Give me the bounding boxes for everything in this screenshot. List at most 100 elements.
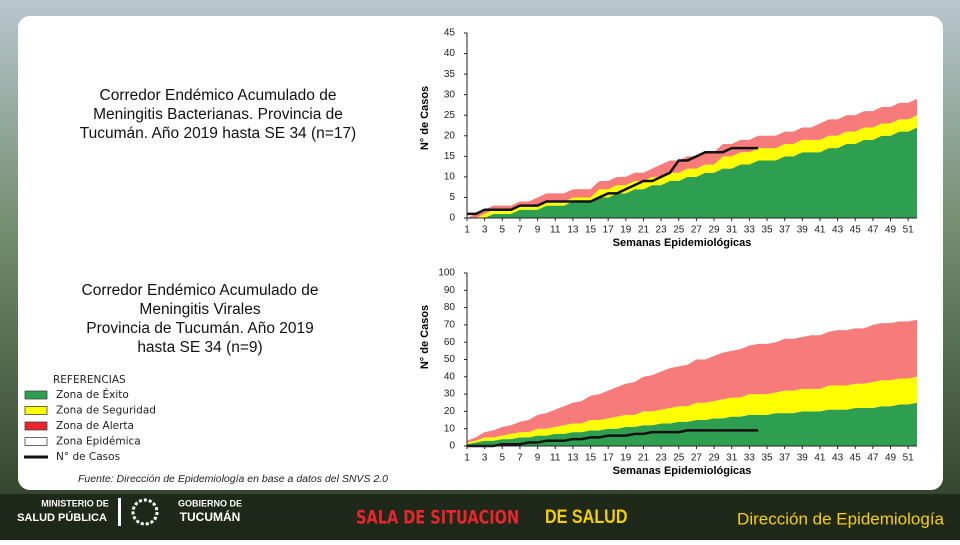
x-tick-label: 3	[482, 453, 488, 464]
x-tick-label: 37	[779, 453, 791, 464]
x-tick-label: 3	[482, 225, 488, 236]
x-tick-label: 7	[517, 453, 523, 464]
legend-label: Zona de Éxito	[56, 388, 129, 401]
y-tick-label: 10	[444, 172, 456, 183]
x-tick-label: 39	[797, 453, 809, 464]
y-tick-label: 60	[444, 337, 456, 348]
y-tick-label: 40	[444, 48, 456, 59]
x-tick-label: 31	[726, 453, 738, 464]
y-tick-label: 0	[449, 441, 455, 452]
y-tick-label: 100	[438, 268, 455, 279]
x-tick-label: 11	[550, 453, 561, 464]
footer-bar	[0, 494, 960, 540]
x-tick-label: 19	[620, 453, 632, 464]
y-tick-label: 40	[444, 371, 456, 382]
x-tick-label: 33	[744, 225, 756, 236]
x-tick-label: 13	[567, 225, 579, 236]
legend-swatch	[24, 406, 48, 415]
x-tick-label: 9	[535, 225, 541, 236]
x-tick-label: 1	[464, 453, 470, 464]
source: Fuente: Dirección de Epidemiología en ba…	[78, 473, 388, 485]
y-tick-label: 30	[444, 89, 456, 100]
x-tick-label: 13	[567, 453, 579, 464]
x-tick-label: 15	[585, 453, 597, 464]
x-tick-label: 21	[638, 453, 650, 464]
zone-area	[467, 319, 917, 443]
legend-title: REFERENCIAS	[53, 374, 126, 386]
legend-swatch	[24, 390, 48, 400]
x-tick-label: 47	[867, 453, 879, 464]
x-tick-label: 7	[517, 225, 523, 236]
y-tick-label: 20	[444, 130, 456, 141]
x-tick-label: 37	[779, 225, 791, 236]
x-tick-label: 45	[850, 225, 862, 236]
chart-title: Corredor Endémico Acumulado de	[82, 282, 319, 299]
x-tick-label: 45	[850, 453, 862, 464]
x-tick-label: 23	[656, 225, 668, 236]
x-axis-label: Semanas Epidemiológicas	[613, 465, 752, 477]
x-tick-label: 25	[673, 453, 685, 464]
footer-center-b: DE SALUD	[545, 506, 628, 528]
x-tick-label: 41	[814, 225, 826, 236]
x-tick-label: 43	[832, 453, 844, 464]
chart-title: Meningitis Virales	[139, 301, 260, 318]
x-tick-label: 25	[673, 225, 685, 236]
x-tick-label: 47	[867, 225, 879, 236]
x-tick-label: 21	[638, 225, 650, 236]
y-tick-label: 5	[449, 192, 455, 203]
logo	[131, 498, 159, 526]
cases-line	[467, 429, 759, 448]
x-tick-label: 27	[691, 453, 703, 464]
x-tick-label: 33	[744, 453, 756, 464]
chart-title: Provincia de Tucumán. Año 2019	[86, 320, 313, 337]
y-tick-label: 80	[444, 302, 456, 313]
legend-label: Zona Epidémica	[56, 436, 141, 448]
x-tick-label: 31	[726, 225, 738, 236]
y-tick-label: 50	[444, 354, 456, 365]
ministry-1: MINISTERIO DE	[41, 498, 109, 508]
x-tick-label: 23	[656, 453, 668, 464]
y-tick-label: 30	[444, 389, 456, 400]
legend-label: N° de Casos	[56, 451, 120, 463]
y-tick-label: 35	[444, 69, 456, 80]
legend-swatch	[24, 437, 48, 446]
y-axis-label: N° de Casos	[419, 86, 431, 150]
y-tick-label: 45	[444, 28, 456, 39]
footer-center-a: SALA DE SITUACION	[356, 507, 519, 529]
x-tick-label: 27	[691, 225, 703, 236]
x-tick-label: 29	[708, 453, 720, 464]
y-tick-label: 10	[444, 423, 456, 434]
x-tick-label: 5	[500, 453, 506, 464]
x-tick-label: 35	[761, 453, 773, 464]
x-tick-label: 17	[603, 453, 615, 464]
legend-label: Zona de Alerta	[56, 420, 134, 432]
x-tick-label: 49	[885, 453, 897, 464]
x-tick-label: 51	[903, 453, 915, 464]
chart-title: hasta SE 34 (n=9)	[137, 339, 262, 356]
zone-area	[467, 376, 917, 445]
x-tick-label: 17	[603, 225, 615, 236]
y-tick-label: 25	[444, 110, 456, 121]
x-tick-label: 11	[550, 225, 561, 236]
separator	[118, 498, 121, 526]
x-tick-label: 15	[585, 225, 597, 236]
x-tick-label: 43	[832, 225, 844, 236]
x-tick-label: 35	[761, 225, 773, 236]
x-tick-label: 1	[464, 225, 470, 236]
x-tick-label: 29	[708, 225, 720, 236]
chart-title: Corredor Endémico Acumulado de	[100, 87, 337, 104]
zone-area	[467, 115, 917, 218]
government-1: GOBIERNO DE	[178, 498, 242, 508]
y-tick-label: 90	[444, 285, 456, 296]
x-tick-label: 49	[885, 225, 897, 236]
y-tick-label: 0	[449, 213, 455, 224]
x-tick-label: 19	[620, 225, 632, 236]
zone-area	[467, 127, 917, 218]
zone-area	[467, 402, 917, 446]
x-axis-label: Semanas Epidemiológicas	[613, 237, 752, 249]
chart-title: Tucumán. Año 2019 hasta SE 34 (n=17)	[80, 125, 356, 142]
ministry-2: SALUD PÚBLICA	[17, 511, 107, 524]
cases-line	[467, 146, 759, 216]
y-tick-label: 15	[444, 151, 456, 162]
